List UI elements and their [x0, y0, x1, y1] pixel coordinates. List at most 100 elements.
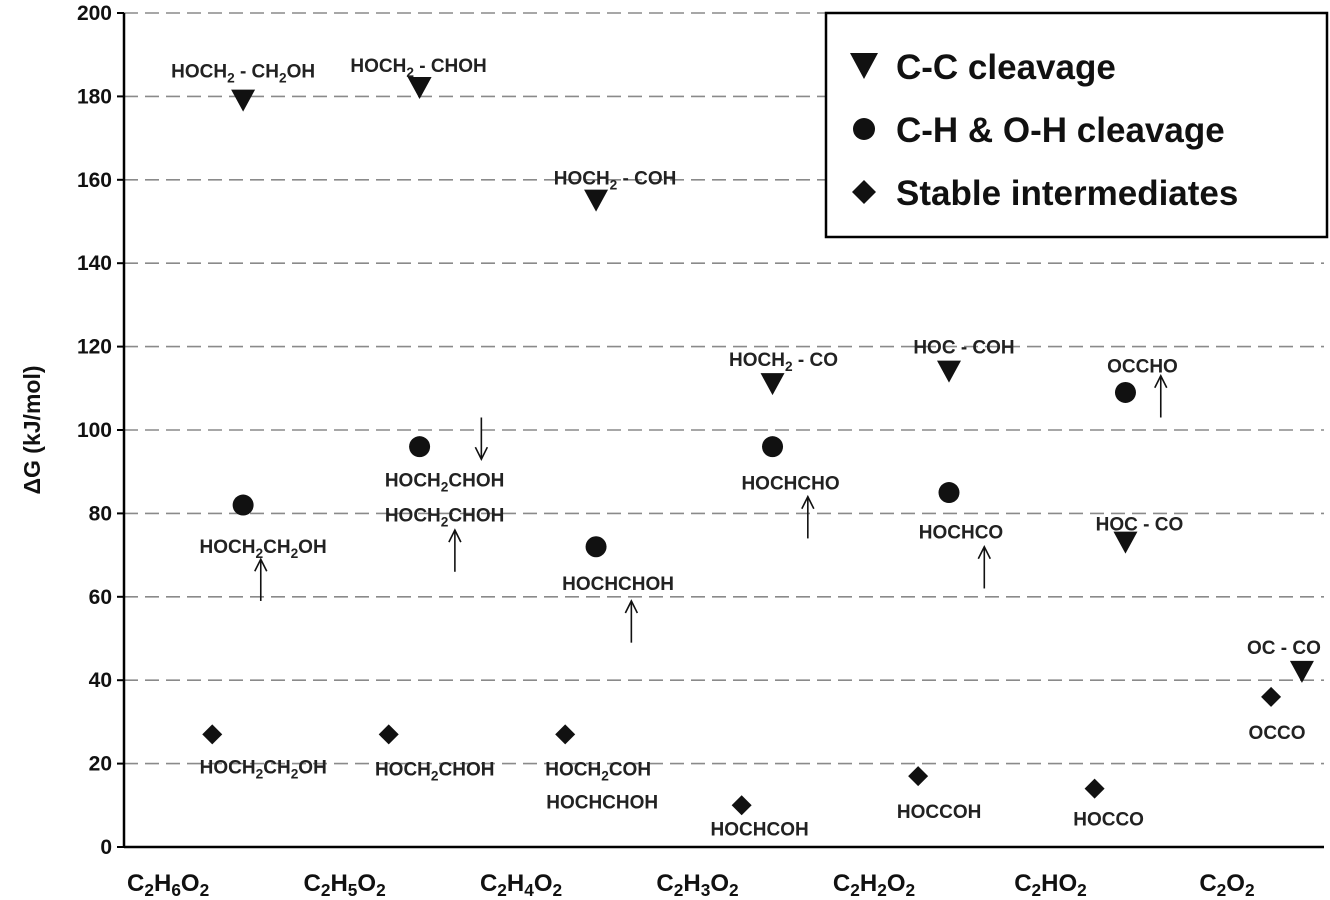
si-label-5: HOCCO: [1073, 810, 1144, 831]
series-0-point-3: [760, 373, 785, 396]
ch-label-0-part-4: OH: [298, 537, 327, 558]
si-label-2-part-0: HOCH: [545, 759, 601, 780]
series-1-point-0: [232, 494, 254, 516]
legend-label-0: C-C cleavage: [896, 48, 1116, 87]
si-label-0-part-3: 2: [291, 766, 299, 781]
x-category-label-1-part-4: O: [357, 870, 376, 897]
ch-label-1-part-0: HOCH: [385, 471, 441, 492]
cc-label-1-part-0: HOCH: [350, 56, 406, 77]
si-label-0-part-1: 2: [256, 766, 264, 781]
ytick-label-160: 160: [77, 169, 112, 192]
x-category-label-2-part-2: H: [507, 870, 524, 897]
ytick-label-0: 0: [100, 836, 112, 859]
series-0-point-1: [407, 77, 432, 100]
cc-label-5: HOC - CO: [1096, 515, 1184, 536]
x-category-label-5: C2HO2: [1014, 870, 1087, 900]
cc-label-0-part-1: 2: [227, 71, 235, 86]
legend-label-2: Stable intermediates: [896, 174, 1238, 213]
legend-marker-0: [850, 53, 878, 79]
x-category-label-5-part-0: C: [1014, 870, 1031, 897]
cc-label-3: HOCH2 - CO: [729, 350, 838, 374]
series-1-point-5: [938, 482, 960, 504]
si-label-2b: HOCHCHOH: [546, 792, 658, 813]
y-axis-label: ΔG (kJ/mol): [19, 366, 45, 495]
cc-label-3-part-0: HOCH: [729, 350, 785, 371]
x-category-label-4-part-5: 2: [905, 880, 915, 900]
arrow-3-head: [624, 599, 639, 614]
x-category-label-4-part-1: 2: [850, 880, 860, 900]
series-2-point-6: [1261, 686, 1282, 707]
x-category-label-2-part-1: 2: [497, 880, 507, 900]
cc-label-0-part-4: OH: [287, 62, 316, 83]
x-category-label-5-part-3: 2: [1077, 880, 1087, 900]
cc-label-2-part-1: 2: [610, 178, 618, 193]
cc-label-4-part-0: HOC - COH: [913, 338, 1014, 359]
x-category-label-6-part-0: C: [1199, 870, 1216, 897]
legend: C-C cleavage C-H & O-H cleavage Stable int…: [824, 11, 1329, 239]
legend-marker-2: [852, 180, 876, 204]
series-2-point-0: [202, 724, 223, 745]
x-category-label-0-part-3: 6: [171, 880, 181, 900]
ch-label-2-part-2: CHOH: [448, 506, 504, 527]
x-category-label-2-part-4: O: [534, 870, 553, 897]
series-2-point-5: [1084, 778, 1105, 799]
legend-label-1: C-H & O-H cleavage: [896, 111, 1225, 150]
x-category-label-2-part-5: 2: [553, 880, 563, 900]
si-label-2b-part-0: HOCHCHOH: [546, 792, 658, 813]
series-1-point-4: [762, 436, 784, 458]
x-category-label-0-part-4: O: [181, 870, 200, 897]
x-category-label-3: C2H3O2: [656, 870, 738, 900]
si-label-3-part-0: HOCHCOH: [711, 819, 809, 840]
arrow-5-head: [977, 544, 992, 560]
ytick-label-200: 200: [77, 2, 112, 25]
ch-label-4-part-0: HOCHCHO: [741, 474, 839, 495]
x-category-label-4-part-4: O: [887, 870, 906, 897]
x-category-label-3-part-5: 2: [729, 880, 739, 900]
x-category-label-1-part-1: 2: [321, 880, 331, 900]
x-category-label-2: C2H4O2: [480, 870, 562, 900]
ytick-label-140: 140: [77, 252, 112, 275]
x-category-label-3-part-0: C: [656, 870, 673, 897]
ch-label-0-part-0: HOCH: [200, 537, 256, 558]
x-category-label-5-part-1: 2: [1032, 880, 1042, 900]
series-0-point-2: [584, 189, 609, 212]
ch-label-0-part-3: 2: [291, 546, 299, 561]
arrow-1-head: [448, 528, 462, 543]
x-category-label-1: C2H5O2: [303, 870, 385, 900]
ch-label-4: HOCHCHO: [741, 474, 839, 495]
cc-label-6-part-0: OC - CO: [1247, 638, 1321, 659]
x-category-label-1-part-2: H: [330, 870, 347, 897]
ch-label-3-part-0: HOCHCHOH: [562, 574, 674, 595]
si-label-6-part-0: OCCO: [1249, 723, 1306, 744]
ch-label-0: HOCH2CH2OH: [200, 537, 327, 561]
cc-label-1: HOCH2 - CHOH: [350, 56, 486, 80]
series-2-point-3: [731, 795, 752, 816]
x-category-label-6-part-2: O: [1226, 870, 1245, 897]
x-category-label-0-part-0: C: [127, 870, 144, 897]
ch-label-2-part-0: HOCH: [385, 506, 441, 527]
ch-label-6-part-0: OCCHO: [1107, 356, 1178, 377]
x-category-label-6-part-3: 2: [1245, 880, 1255, 900]
x-category-label-2-part-0: C: [480, 870, 497, 897]
si-label-3: HOCHCOH: [711, 819, 809, 840]
arrow-2-head: [474, 446, 489, 461]
cc-label-5-part-0: HOC - CO: [1096, 515, 1184, 536]
legend-box: [824, 11, 1329, 239]
si-label-0: HOCH2CH2OH: [200, 757, 327, 781]
cc-label-6: OC - CO: [1247, 638, 1321, 659]
series-2-point-4: [908, 766, 929, 787]
x-category-label-6-part-1: 2: [1217, 880, 1227, 900]
si-label-6: OCCO: [1249, 723, 1306, 744]
x-category-label-6: C2O2: [1199, 870, 1254, 900]
ch-label-2-part-1: 2: [441, 515, 449, 530]
si-label-0-part-0: HOCH: [200, 757, 256, 778]
cc-label-4: HOC - COH: [913, 338, 1014, 359]
ytick-label-40: 40: [89, 669, 112, 692]
si-label-5-part-0: HOCCO: [1073, 810, 1144, 831]
ytick-label-100: 100: [77, 419, 112, 442]
ytick-label-60: 60: [89, 586, 112, 609]
si-label-0-part-2: CH: [263, 757, 290, 778]
ch-label-1-part-1: 2: [441, 480, 449, 495]
cc-label-0-part-0: HOCH: [171, 62, 227, 83]
